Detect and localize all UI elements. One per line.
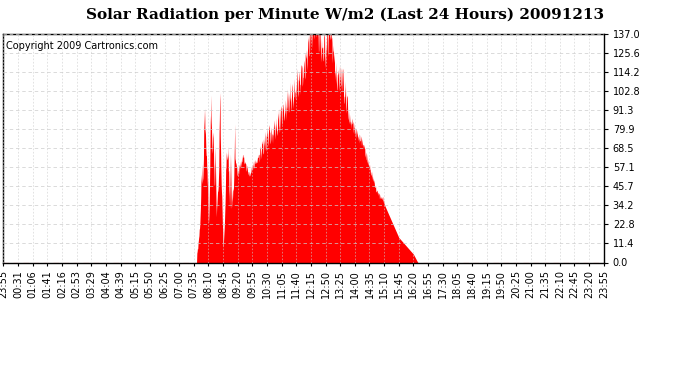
Text: Copyright 2009 Cartronics.com: Copyright 2009 Cartronics.com xyxy=(6,40,159,51)
Text: Solar Radiation per Minute W/m2 (Last 24 Hours) 20091213: Solar Radiation per Minute W/m2 (Last 24… xyxy=(86,8,604,22)
